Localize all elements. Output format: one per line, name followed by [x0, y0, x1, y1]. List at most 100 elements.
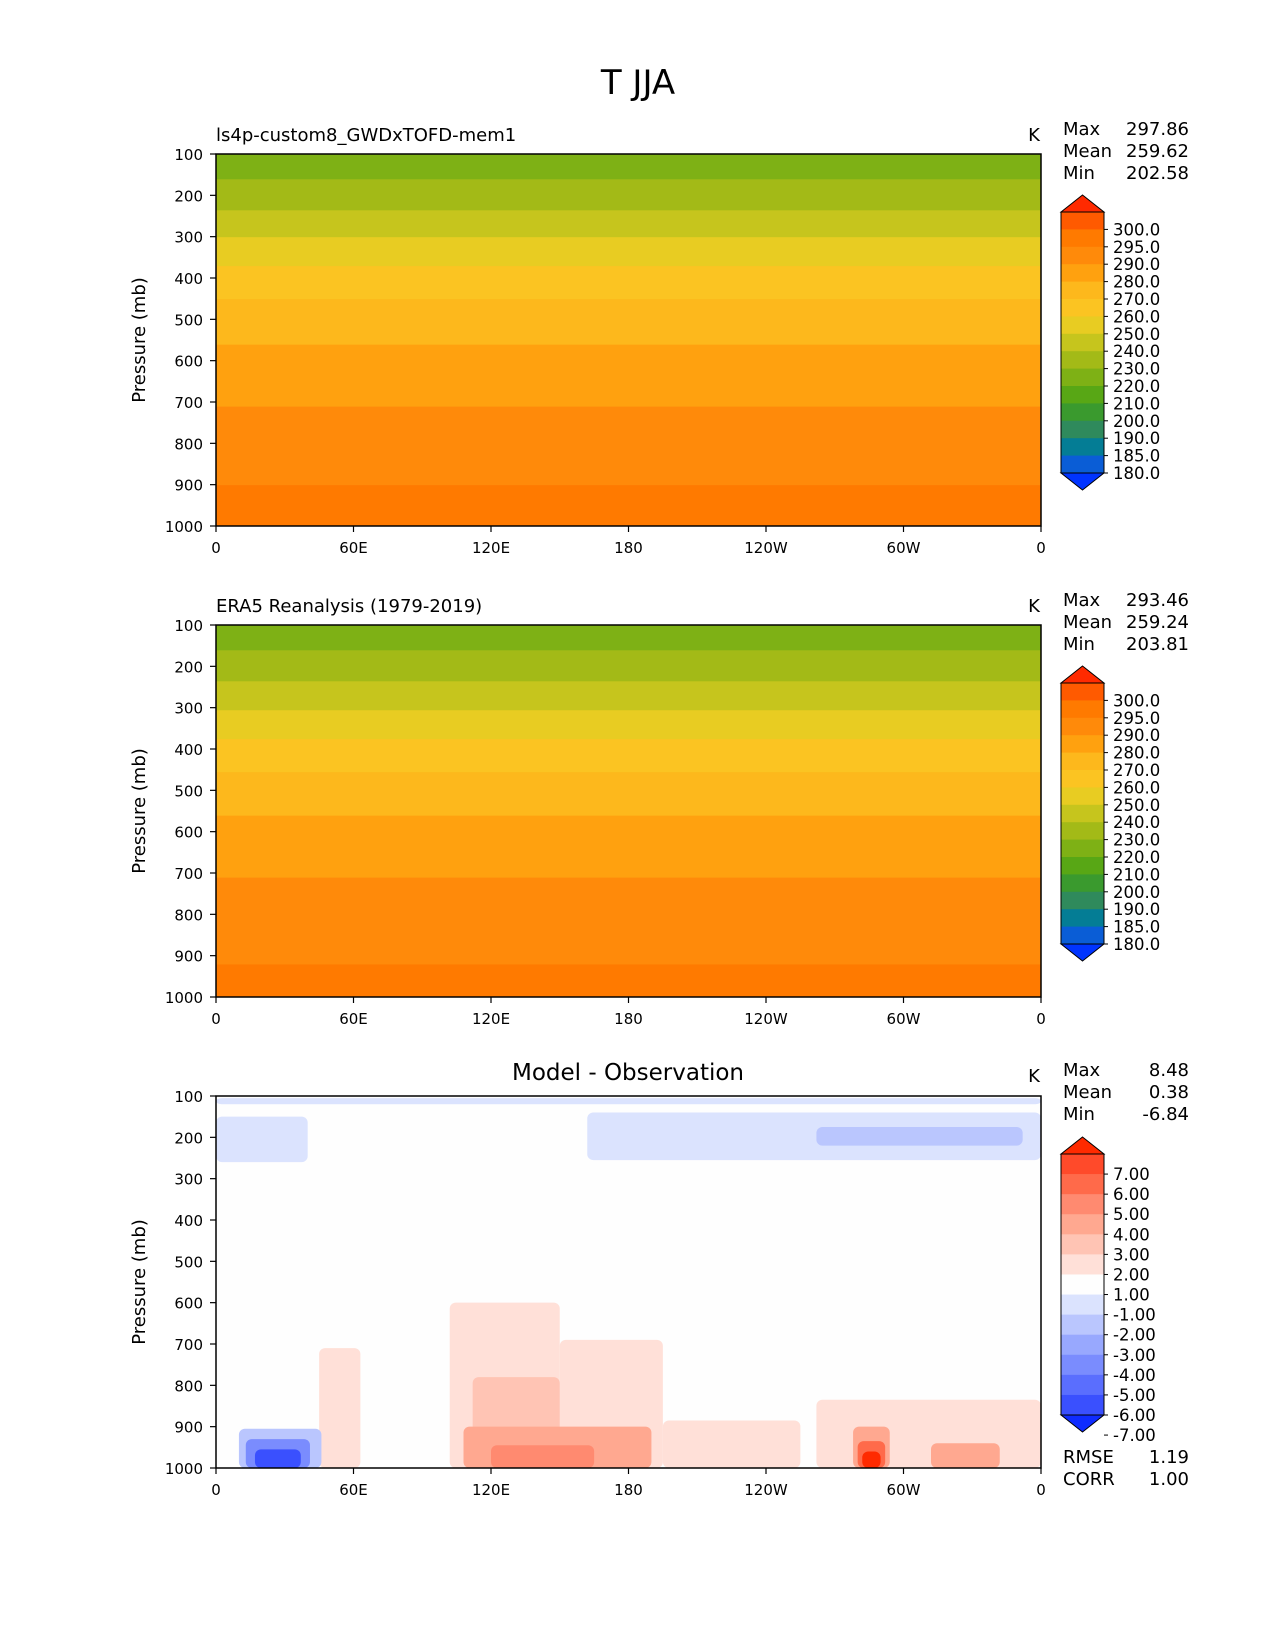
contour-area: [216, 154, 1041, 526]
colorbar-label: 280.0: [1113, 744, 1160, 763]
colorbar-under-arrow: [1059, 943, 1106, 962]
colorbar-label: 240.0: [1113, 813, 1160, 832]
colorbar-segment: [1061, 839, 1104, 858]
y-ticks: 100 200 300 400 500 600 700 800 900 1000: [165, 1088, 216, 1478]
colorbar-segment: [1061, 874, 1104, 893]
colorbar-segment: [1061, 229, 1104, 248]
colorbar-segment: [1061, 926, 1104, 945]
colorbar-segment: [1061, 700, 1104, 719]
y-tick-label: 400: [174, 1212, 203, 1230]
colorbar-label: 3.00: [1113, 1245, 1150, 1264]
colorbar-segment: [1061, 822, 1104, 841]
contour-patch: [254, 1449, 301, 1468]
x-tick-label: 0: [1036, 1481, 1046, 1499]
x-tick-label: 60E: [339, 1010, 368, 1028]
colorbar-segment: [1061, 1174, 1104, 1195]
x-tick-label: 120E: [472, 539, 510, 557]
colorbar-frame: [1060, 1153, 1105, 1416]
x-tick-label: 120W: [744, 539, 788, 557]
y-tick-label: 300: [174, 229, 203, 247]
colorbar-label: 190.0: [1113, 900, 1160, 919]
y-tick-label: 500: [174, 782, 203, 800]
colorbar-label: 300.0: [1113, 220, 1160, 239]
colorbar-segment: [1061, 368, 1104, 387]
colorbar-segment: [1061, 264, 1104, 283]
colorbar-segment: [1061, 1254, 1104, 1275]
y-tick-label: 800: [174, 1377, 203, 1395]
colorbar: 7.006.005.004.003.002.00 1.00-1.00-2.00-3…: [1059, 1136, 1156, 1445]
colorbar-label: 4.00: [1113, 1225, 1150, 1244]
colorbar-segment: [1061, 1374, 1104, 1396]
y-tick-label: 900: [174, 948, 203, 966]
contour-area: [216, 625, 1041, 997]
colorbar-segment: [1061, 246, 1104, 265]
x-tick-label: 120W: [744, 1010, 788, 1028]
x-tick-label: 60W: [887, 1481, 921, 1499]
y-tick-label: 1000: [165, 1460, 203, 1478]
stat-label: Mean: [1063, 141, 1112, 162]
colorbar-segment: [1061, 351, 1104, 370]
colorbar-segment: [1061, 1394, 1104, 1416]
colorbar-segment: [1061, 316, 1104, 335]
stat-value: 8.48: [1149, 1060, 1189, 1081]
stat-label: Min: [1063, 634, 1095, 655]
colorbar-label: -7.00: [1113, 1426, 1156, 1445]
colorbar-label: -4.00: [1113, 1366, 1156, 1385]
y-tick-label: 100: [174, 617, 203, 635]
stats-block: Max 293.46 Mean 259.24 Min 203.81: [1063, 590, 1189, 655]
colorbar-label: 220.0: [1113, 377, 1160, 396]
colorbar-label: 270.0: [1113, 290, 1160, 309]
y-axis-label: Pressure (mb): [129, 748, 150, 874]
colorbar-label: 280.0: [1113, 273, 1160, 292]
x-tick-label: 120E: [472, 1481, 510, 1499]
colorbar-label: 290.0: [1113, 255, 1160, 274]
contour-patch: [662, 1420, 801, 1468]
y-tick-label: 200: [174, 1129, 203, 1147]
colorbar-over-arrow: [1059, 1136, 1106, 1155]
y-tick-label: 400: [174, 741, 203, 759]
colorbar-label: -5.00: [1113, 1386, 1156, 1405]
x-tick-label: 0: [211, 539, 221, 557]
contour-area: [216, 1096, 1041, 1468]
colorbar-label: 2.00: [1113, 1265, 1150, 1284]
x-tick-label: 60E: [339, 539, 368, 557]
y-axis-label: Pressure (mb): [129, 277, 150, 403]
y-tick-label: 100: [174, 1088, 203, 1106]
panel-title: ERA5 Reanalysis (1979-2019): [216, 596, 482, 617]
colorbar-under-arrow: [1059, 472, 1106, 491]
colorbar-frame: [1060, 211, 1105, 474]
colorbar-label: 200.0: [1113, 412, 1160, 431]
x-tick-label: 180: [614, 539, 643, 557]
x-tick-label: 60W: [887, 539, 921, 557]
colorbar-segment: [1061, 212, 1104, 230]
colorbar-segment: [1061, 420, 1104, 439]
colorbar-segment: [1061, 683, 1104, 701]
y-tick-label: 400: [174, 270, 203, 288]
colorbar-segment: [1061, 735, 1104, 754]
x-tick-label: 120E: [472, 1010, 510, 1028]
stat-value: 203.81: [1126, 634, 1189, 655]
stat-label: Max: [1063, 119, 1101, 140]
colorbar-frame: [1060, 682, 1105, 945]
x-tick-label: 180: [614, 1481, 643, 1499]
colorbar-label: 185.0: [1113, 447, 1160, 466]
stat-value: 202.58: [1126, 163, 1189, 184]
colorbar-over-arrow: [1059, 194, 1106, 213]
stats-block: Max 8.48 Mean 0.38 Min -6.84: [1063, 1060, 1189, 1125]
colorbar-label: 190.0: [1113, 429, 1160, 448]
stat-label: CORR: [1063, 1469, 1115, 1490]
colorbar-segment: [1061, 403, 1104, 422]
contour-patch: [491, 1445, 595, 1468]
stat-value: -6.84: [1142, 1104, 1189, 1125]
y-tick-label: 900: [174, 477, 203, 495]
colorbar-label: 200.0: [1113, 883, 1160, 902]
y-tick-label: 300: [174, 700, 203, 718]
stat-label: RMSE: [1063, 1447, 1114, 1468]
colorbar-segment: [1061, 1154, 1104, 1175]
colorbar-label: 180.0: [1113, 935, 1160, 954]
colorbar-segment: [1061, 857, 1104, 875]
y-ticks: 100 200 300 400 500 600 700 800 900 1000: [165, 617, 216, 1007]
stat-value: 293.46: [1126, 590, 1189, 611]
colorbar-label: 300.0: [1113, 691, 1160, 710]
y-tick-label: 800: [174, 906, 203, 924]
